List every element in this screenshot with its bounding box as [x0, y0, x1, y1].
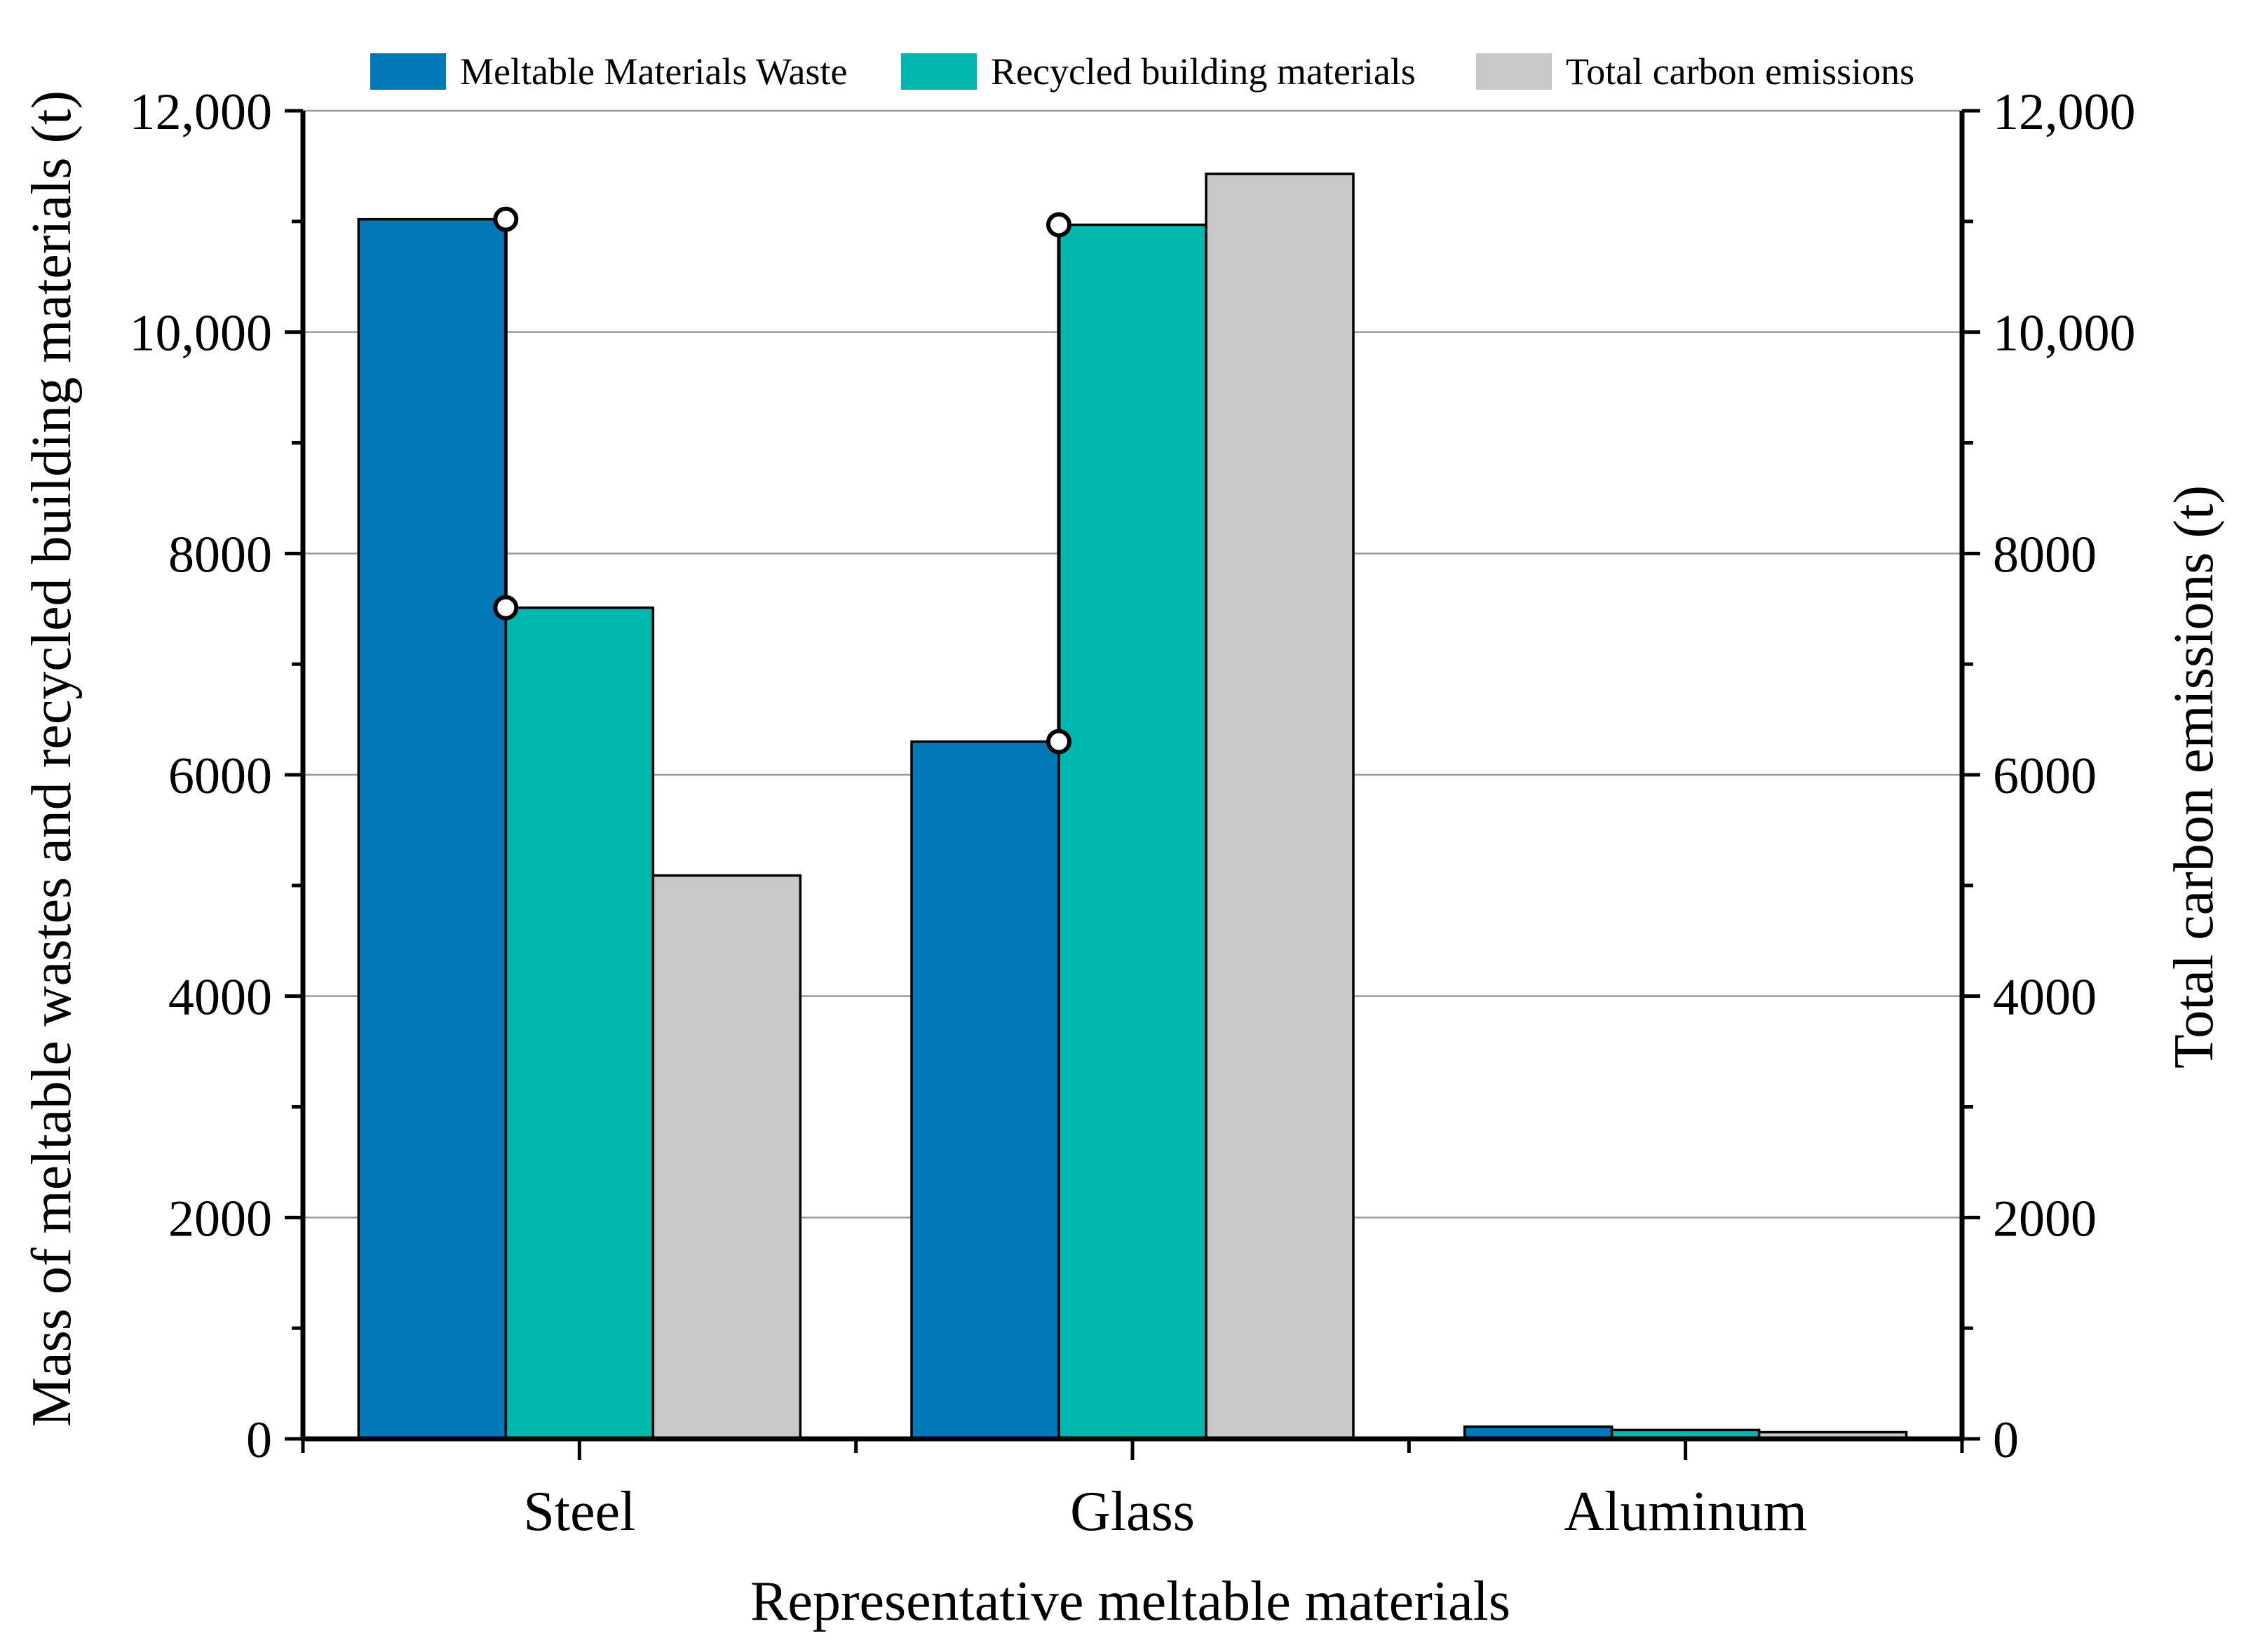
y-axis-title-left: Mass of meltable wastes and recycled bui… — [21, 90, 83, 1427]
right-y-tick-label: 12,000 — [1993, 83, 2136, 141]
left-y-tick-label: 10,000 — [130, 305, 273, 363]
left-y-tick-label: 0 — [246, 1411, 272, 1469]
range-dot-high-steel — [493, 206, 519, 232]
left-y-tick-label: 8000 — [168, 526, 272, 583]
bar-glass-series-2 — [1057, 223, 1207, 1440]
x-axis-title: Representative meltable materials — [750, 1571, 1510, 1632]
left-y-ticks: 0 2000 4000 6000 8000 10,000 12,000 — [130, 83, 303, 1469]
legend-swatch-2 — [901, 53, 977, 90]
bars — [357, 172, 1908, 1440]
legend-label: Recycled building materials — [991, 50, 1416, 93]
bar-steel-series-2 — [504, 606, 655, 1440]
range-dot-low-glass — [1046, 729, 1071, 754]
legend-label: Total carbon emissions — [1566, 50, 1914, 93]
left-y-tick-label: 4000 — [168, 969, 272, 1027]
right-y-tick-label: 8000 — [1993, 526, 2097, 583]
right-y-tick-label: 4000 — [1993, 969, 2097, 1027]
right-y-tick-label: 0 — [1993, 1411, 2019, 1469]
left-y-tick-label: 12,000 — [130, 83, 273, 141]
bar-glass-series-1 — [910, 740, 1060, 1440]
right-y-tick-label: 6000 — [1993, 747, 2097, 805]
bar-steel-series-1 — [357, 217, 508, 1440]
legend: Meltable Materials Waste Recycled buildin… — [370, 50, 1914, 93]
right-y-tick-label: 2000 — [1993, 1190, 2097, 1247]
range-markers — [493, 206, 1071, 754]
range-dot-high-glass — [1046, 212, 1071, 238]
left-y-tick-label: 6000 — [168, 747, 272, 805]
x-categories: Steel Glass Aluminum — [301, 1439, 1964, 1543]
x-category-label: Glass — [1070, 1481, 1195, 1543]
legend-swatch-1 — [370, 53, 446, 90]
right-y-ticks: 0 2000 4000 6000 8000 10,000 12,000 — [1962, 83, 2136, 1469]
x-category-label: Steel — [523, 1481, 635, 1543]
legend-swatch-3 — [1476, 53, 1552, 90]
legend-label: Meltable Materials Waste — [460, 50, 847, 93]
left-y-tick-label: 2000 — [168, 1190, 272, 1247]
bar-glass-series-3 — [1205, 172, 1355, 1440]
bar-steel-series-3 — [651, 874, 802, 1440]
right-y-tick-label: 10,000 — [1993, 305, 2136, 363]
range-dot-low-steel — [493, 595, 519, 621]
x-category-label: Aluminum — [1564, 1481, 1807, 1543]
y-axis-title-right: Total carbon emissions (t) — [2163, 485, 2225, 1069]
